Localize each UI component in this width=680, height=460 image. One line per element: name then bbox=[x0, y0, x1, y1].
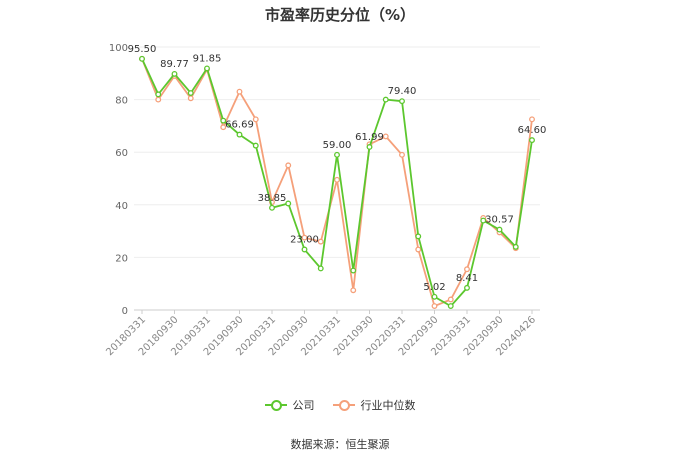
data-point bbox=[529, 116, 535, 123]
data-label: 61.99 bbox=[355, 132, 384, 143]
data-label: 59.00 bbox=[323, 140, 352, 151]
data-label: 91.85 bbox=[193, 53, 222, 64]
data-point bbox=[366, 144, 373, 150]
data-label: 64.60 bbox=[518, 125, 547, 136]
data-point bbox=[529, 137, 535, 144]
data-point bbox=[252, 142, 259, 149]
data-point bbox=[464, 284, 470, 291]
y-tick-label: 40 bbox=[115, 201, 128, 212]
y-tick-label: 100 bbox=[109, 43, 128, 54]
data-label: 79.40 bbox=[388, 86, 417, 97]
data-point bbox=[431, 303, 438, 310]
y-tick-label: 80 bbox=[115, 96, 128, 107]
data-point bbox=[155, 91, 162, 98]
data-point bbox=[285, 200, 292, 207]
data-point bbox=[187, 90, 194, 96]
axes: 0204060801002018033120180930201903312019… bbox=[104, 43, 538, 358]
y-tick-label: 0 bbox=[122, 306, 128, 317]
data-point bbox=[382, 133, 389, 140]
data-point bbox=[317, 265, 324, 272]
data-point bbox=[220, 124, 227, 131]
data-point bbox=[415, 233, 422, 240]
data-point bbox=[512, 243, 519, 250]
data-point bbox=[350, 267, 357, 274]
chart-title: 市盈率历史分位（%） bbox=[264, 6, 416, 24]
data-point bbox=[204, 65, 210, 72]
data-point bbox=[415, 246, 422, 253]
series-layer bbox=[139, 55, 535, 310]
data-point bbox=[464, 266, 470, 273]
data-point bbox=[447, 303, 454, 310]
data-label: 30.57 bbox=[485, 215, 514, 226]
data-point bbox=[447, 296, 454, 303]
data-point bbox=[334, 151, 340, 158]
data-point bbox=[236, 131, 243, 138]
data-point bbox=[496, 226, 503, 233]
data-label: 89.77 bbox=[160, 59, 189, 70]
legend-label-industry-median: 行业中位数 bbox=[360, 399, 416, 412]
data-point bbox=[155, 96, 162, 103]
data-point bbox=[187, 95, 194, 102]
data-point bbox=[269, 204, 275, 211]
data-point bbox=[171, 70, 178, 77]
legend-marker-industry-median bbox=[332, 400, 355, 411]
data-point bbox=[350, 287, 357, 294]
data-point bbox=[236, 88, 243, 95]
data-label: 5.02 bbox=[423, 282, 445, 293]
legend-item-industry-median[interactable]: 行业中位数 bbox=[332, 397, 416, 413]
data-label: 8.41 bbox=[456, 273, 478, 284]
data-point bbox=[431, 293, 438, 300]
data-point bbox=[252, 116, 259, 123]
data-label: 95.50 bbox=[128, 44, 157, 55]
data-point bbox=[220, 117, 227, 124]
data-label: 23.00 bbox=[290, 235, 319, 246]
data-point bbox=[399, 98, 405, 105]
data-point bbox=[480, 217, 487, 224]
data-label: 66.69 bbox=[225, 120, 254, 131]
data-point bbox=[334, 176, 340, 183]
data-point bbox=[382, 96, 389, 103]
legend-label-company: 公司 bbox=[292, 399, 315, 412]
data-label: 38.85 bbox=[258, 193, 287, 204]
legend: 公司 行业中位数 bbox=[0, 397, 680, 413]
data-point bbox=[317, 238, 324, 245]
data-point bbox=[285, 162, 292, 169]
y-tick-label: 60 bbox=[115, 148, 128, 159]
legend-marker-company bbox=[264, 400, 287, 411]
data-point bbox=[139, 55, 145, 62]
data-source: 数据来源：恒生聚源 bbox=[290, 438, 390, 451]
data-point bbox=[301, 246, 308, 253]
data-point bbox=[399, 151, 405, 158]
legend-item-company[interactable]: 公司 bbox=[264, 397, 315, 413]
y-tick-label: 20 bbox=[115, 253, 128, 264]
data-point bbox=[301, 234, 308, 241]
